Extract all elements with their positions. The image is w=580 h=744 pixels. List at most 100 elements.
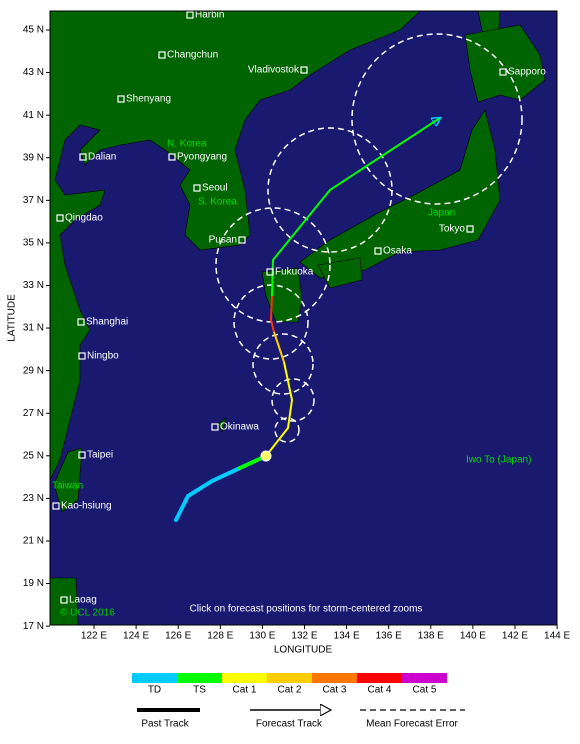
city-marker [56, 214, 64, 222]
lon-tick-label: 122 E [81, 631, 107, 642]
lat-tick-label: 31 N [23, 323, 44, 334]
lat-tick-label: 35 N [23, 238, 44, 249]
city-marker [77, 318, 85, 326]
lon-tick-label: 126 E [165, 631, 191, 642]
luzon [50, 577, 79, 625]
city-label: Pusan [209, 235, 237, 246]
city-marker [52, 502, 60, 510]
city-label: Seoul [202, 183, 228, 194]
city-marker [158, 51, 166, 59]
city-label: Harbin [195, 10, 224, 21]
city-marker [79, 153, 87, 161]
error-circle[interactable] [274, 417, 300, 443]
legend-swatch [312, 673, 357, 683]
city-label: Osaka [383, 246, 412, 257]
shikoku [317, 257, 363, 289]
lat-tick-label: 27 N [23, 408, 44, 419]
city-label: Pyongyang [177, 152, 227, 163]
lon-tick-label: 140 E [460, 631, 486, 642]
y-axis-label: LATITUDE [7, 294, 18, 342]
lat-tick-label: 19 N [23, 578, 44, 589]
lat-tick-label: 17 N [23, 621, 44, 632]
track-style-label: Past Track [141, 719, 189, 730]
region-label: S. Korea [198, 197, 237, 208]
track-style-label: Forecast Track [256, 719, 323, 730]
city-marker [374, 247, 382, 255]
city-marker [78, 451, 86, 459]
note: Click on forecast positions for storm-ce… [190, 604, 423, 615]
legend-label: Cat 1 [233, 685, 257, 696]
lon-tick-label: 144 E [544, 631, 570, 642]
city-label: Qingdao [65, 213, 103, 224]
legend-swatch [267, 673, 312, 683]
city-label: Vladivostok [248, 65, 300, 76]
city-label: Sapporo [508, 67, 546, 78]
lat-tick-label: 25 N [23, 450, 44, 461]
city-marker [193, 184, 201, 192]
track-td [174, 466, 242, 522]
legend-label: TD [148, 685, 161, 696]
city-label: Dalian [88, 152, 116, 163]
track-ts-forecast [271, 118, 440, 297]
region-label: Japan [428, 208, 455, 219]
city-marker [211, 423, 219, 431]
error-circle[interactable] [233, 284, 309, 360]
city-marker [300, 66, 308, 74]
okinawa [217, 417, 227, 433]
region-label: Iwo To (Japan) [466, 455, 531, 466]
error-circle[interactable] [351, 33, 523, 205]
track-cat3 [269, 295, 275, 333]
current-position[interactable] [260, 450, 272, 462]
city-label: Ningbo [87, 351, 119, 362]
city-marker [466, 225, 474, 233]
city-label: Taipei [87, 450, 113, 461]
city-marker [117, 95, 125, 103]
lat-tick-label: 41 N [23, 110, 44, 121]
error-circle[interactable] [267, 127, 393, 253]
city-label: Fukuoka [275, 267, 314, 278]
region-label: Taiwan [52, 481, 83, 492]
legend-swatch [177, 673, 222, 683]
legend-label: TS [193, 685, 206, 696]
lat-tick-label: 21 N [23, 536, 44, 547]
honshu [299, 109, 501, 279]
legend-label: Cat 5 [413, 685, 437, 696]
city-marker [168, 153, 176, 161]
x-axis-label: LONGITUDE [274, 645, 333, 656]
error-circle[interactable] [252, 333, 314, 395]
city-label: Okinawa [220, 422, 259, 433]
taiwan [53, 447, 83, 513]
error-circle[interactable] [271, 378, 315, 422]
legend-swatch [132, 673, 177, 683]
legend-label: Cat 2 [278, 685, 302, 696]
lat-tick-label: 23 N [23, 493, 44, 504]
city-marker [266, 268, 274, 276]
legend-label: Cat 4 [368, 685, 392, 696]
lat-tick-label: 43 N [23, 67, 44, 78]
forecast-error [215, 33, 523, 443]
city-marker [60, 596, 68, 604]
error-circle[interactable] [215, 207, 331, 323]
map-labels: Harbin Changchun Vladivostok Sapporo Shenyan… [52, 10, 546, 619]
city-label: Changchun [167, 50, 218, 61]
track-cat2 [273, 331, 285, 363]
city-marker [78, 352, 86, 360]
lon-tick-label: 142 E [502, 631, 528, 642]
lon-tick-label: 138 E [418, 631, 444, 642]
legend-swatch [357, 673, 402, 683]
city-label: Kao-hsiung [61, 501, 112, 512]
map-area[interactable]: Harbin Changchun Vladivostok Sapporo Shenyan… [50, 10, 557, 625]
lat-tick-label: 39 N [23, 152, 44, 163]
track-cat1 [265, 361, 294, 457]
city-marker [186, 11, 194, 19]
track-style-label: Mean Forecast Error [366, 719, 458, 730]
copyright: © UCL 2016 [60, 608, 115, 619]
lon-tick-label: 134 E [334, 631, 360, 642]
lat-tick-label: 37 N [23, 195, 44, 206]
forecast-track [265, 118, 440, 457]
region-label: N. Korea [167, 139, 207, 150]
city-label: Laoag [69, 595, 97, 606]
city-label: Shenyang [126, 94, 171, 105]
lon-tick-label: 132 E [291, 631, 317, 642]
lon-tick-label: 128 E [207, 631, 233, 642]
